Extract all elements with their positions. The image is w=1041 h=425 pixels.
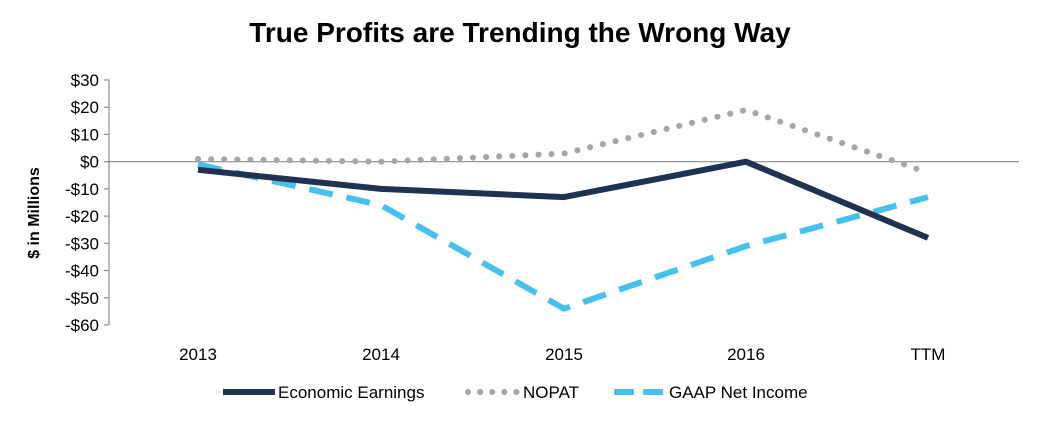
chart-title: True Profits are Trending the Wrong Way — [249, 17, 791, 48]
legend-label: Economic Earnings — [278, 383, 424, 402]
y-tick-label: -$30 — [65, 234, 99, 253]
y-axis-title: $ in Millions — [26, 167, 43, 259]
x-tick-label: 2014 — [362, 345, 400, 364]
series-line-economic-earnings — [197, 158, 930, 241]
legend: Economic Earnings NOPAT GAAP Net Income — [223, 383, 808, 402]
y-tick-label: -$50 — [65, 289, 99, 308]
legend-label: NOPAT — [523, 383, 579, 402]
x-tick-label: 2015 — [545, 345, 583, 364]
x-tick-label: TTM — [911, 345, 946, 364]
y-tick-label: -$40 — [65, 262, 99, 281]
x-tick-label: 2016 — [727, 345, 765, 364]
series-line-gaap-net-income — [197, 161, 929, 312]
axes: $30 $20 $10 $0 -$10 -$20 -$30 -$40 -$50 -$60 2013 2… — [65, 71, 1019, 364]
y-tick-label: $0 — [80, 153, 99, 172]
x-tick-label: 2013 — [179, 345, 217, 364]
y-tick-label: -$60 — [65, 316, 99, 335]
y-tick-label: -$20 — [65, 207, 99, 226]
y-tick-label: $20 — [71, 98, 99, 117]
series-lines — [195, 106, 931, 312]
legend-label: GAAP Net Income — [669, 383, 808, 402]
y-tick-label: $10 — [71, 125, 99, 144]
y-tick-label: $30 — [71, 71, 99, 90]
y-tick-label: -$10 — [65, 180, 99, 199]
series-line-nopat — [195, 106, 931, 176]
